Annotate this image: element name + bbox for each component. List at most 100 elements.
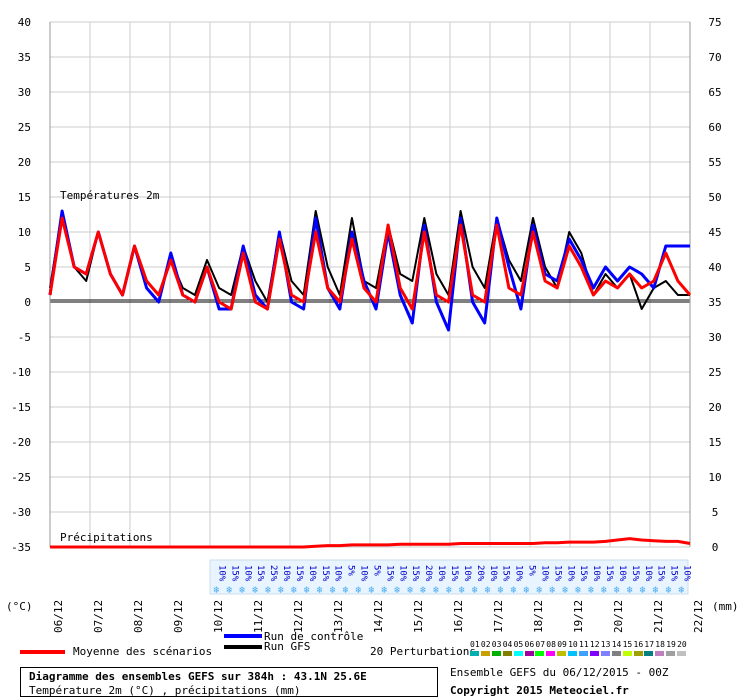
control-swatch (224, 634, 262, 638)
right-tick-label: 75 (708, 16, 721, 29)
perturbation-number: 19 (666, 640, 676, 649)
gfs-swatch (224, 645, 262, 649)
precip-probability-label: 10% (617, 565, 627, 582)
precip-probability-label: 15% (501, 565, 511, 582)
precip-probability-label: 10% (397, 565, 407, 582)
copyright: Copyright 2015 Meteociel.fr (450, 684, 629, 697)
right-tick-label: 25 (708, 366, 721, 379)
x-tick-label: 07/12 (92, 600, 105, 633)
x-tick-label: 10/12 (212, 600, 225, 633)
precip-probability-label: 10% (462, 565, 472, 582)
precip-probability-label: 10% (281, 565, 291, 582)
snowflake-icon: ❄ (627, 585, 634, 596)
perturbation-number: 04 (502, 640, 513, 649)
precip-probability-label: 15% (320, 565, 330, 582)
x-tick-label: 21/12 (652, 600, 665, 633)
left-axis-unit: (°C) (6, 600, 33, 613)
precip-probability-label: 10% (307, 565, 317, 582)
snowflake-icon: ❄ (653, 585, 660, 596)
snowflake-icon: ❄ (265, 585, 272, 596)
precip-probability-label: 10% (333, 565, 343, 582)
left-tick-label: -30 (11, 506, 31, 519)
precip-probability-label: 5% (371, 565, 381, 576)
snowflake-icon: ❄ (381, 585, 388, 596)
left-tick-label: 15 (18, 191, 31, 204)
chart-title-box: Diagramme des ensembles GEFS sur 384h : … (20, 667, 438, 697)
perturbation-number: 13 (600, 640, 611, 649)
precip-probability-label: 10% (682, 565, 692, 582)
ensemble-info: Ensemble GEFS du 06/12/2015 - 00Z (450, 666, 669, 679)
x-tick-label: 16/12 (452, 600, 465, 633)
left-tick-label: -35 (11, 541, 31, 554)
precip-probability-label: 10% (539, 565, 549, 582)
precip-probability-label: 10% (242, 565, 252, 582)
precip-probability-label: 15% (630, 565, 640, 582)
right-tick-label: 20 (708, 401, 721, 414)
snowflake-icon: ❄ (679, 585, 686, 596)
right-tick-label: 70 (708, 51, 721, 64)
snowflake-icon: ❄ (601, 585, 608, 596)
snowflake-icon: ❄ (368, 585, 375, 596)
right-tick-label: 50 (708, 191, 721, 204)
perturbation-color-swatch (666, 651, 676, 656)
perturbation-color-swatch (524, 651, 534, 656)
snowflake-icon: ❄ (291, 585, 298, 596)
x-tick-label: 13/12 (332, 600, 345, 633)
precip-probability-label: 10% (565, 565, 575, 582)
precip-probability-label: 10% (216, 565, 226, 582)
precip-probability-label: 20% (475, 565, 485, 582)
perturbation-number: 12 (589, 640, 600, 649)
perturbation-color-swatch (470, 651, 479, 656)
left-tick-label: -5 (18, 331, 31, 344)
perturbations-label: 20 Perturbations (370, 645, 476, 658)
snowflake-icon: ❄ (640, 585, 647, 596)
right-tick-label: 65 (708, 86, 721, 99)
perturbation-color-swatch (491, 651, 501, 656)
right-axis-unit: (mm) (712, 600, 739, 613)
snowflake-icon: ❄ (420, 585, 427, 596)
perturbation-number: 08 (546, 640, 556, 649)
snowflake-icon: ❄ (485, 585, 492, 596)
snowflake-icon: ❄ (394, 585, 401, 596)
perturbation-number: 05 (513, 640, 524, 649)
x-tick-label: 22/12 (692, 600, 705, 633)
left-tick-label: -25 (11, 471, 31, 484)
x-tick-label: 08/12 (132, 600, 145, 633)
control-label: Run de contrôle (264, 630, 364, 643)
perturbation-color-swatch (644, 651, 654, 656)
snowflake-icon: ❄ (666, 585, 673, 596)
x-tick-label: 11/12 (252, 600, 265, 633)
snowflake-icon: ❄ (239, 585, 246, 596)
left-tick-label: -15 (11, 401, 31, 414)
perturbation-color-swatch (579, 651, 588, 656)
perturbation-number: 17 (644, 640, 655, 649)
precip-probability-label: 15% (552, 565, 562, 582)
snowflake-icon: ❄ (562, 585, 569, 596)
precip-probability-label: 15% (578, 565, 588, 582)
precip-probability-label: 15% (656, 565, 666, 582)
snowflake-icon: ❄ (213, 585, 220, 596)
left-tick-label: 5 (24, 261, 31, 274)
perturbation-color-swatch (535, 651, 545, 656)
right-tick-label: 35 (708, 296, 721, 309)
precip-probability-label: 10% (591, 565, 601, 582)
snowflake-icon: ❄ (472, 585, 479, 596)
right-tick-label: 45 (708, 226, 721, 239)
snowflake-icon: ❄ (588, 585, 595, 596)
snowflake-icon: ❄ (278, 585, 285, 596)
precip-panel-label: Précipitations (60, 531, 153, 544)
snowflake-icon: ❄ (407, 585, 414, 596)
perturbation-number: 03 (491, 640, 502, 649)
precip-probability-label: 15% (449, 565, 459, 582)
perturbation-number: 20 (677, 640, 687, 649)
snowflake-icon: ❄ (536, 585, 543, 596)
perturbation-number: 11 (579, 640, 589, 649)
perturbation-number: 09 (557, 640, 567, 649)
ensemble-mean-line (48, 216, 692, 311)
perturbation-number: 07 (535, 640, 546, 649)
precip-probability-label: 15% (384, 565, 394, 582)
precip-probability-label: 5% (527, 565, 537, 576)
x-tick-label: 12/12 (292, 600, 305, 633)
precip-probability-label: 10% (514, 565, 524, 582)
